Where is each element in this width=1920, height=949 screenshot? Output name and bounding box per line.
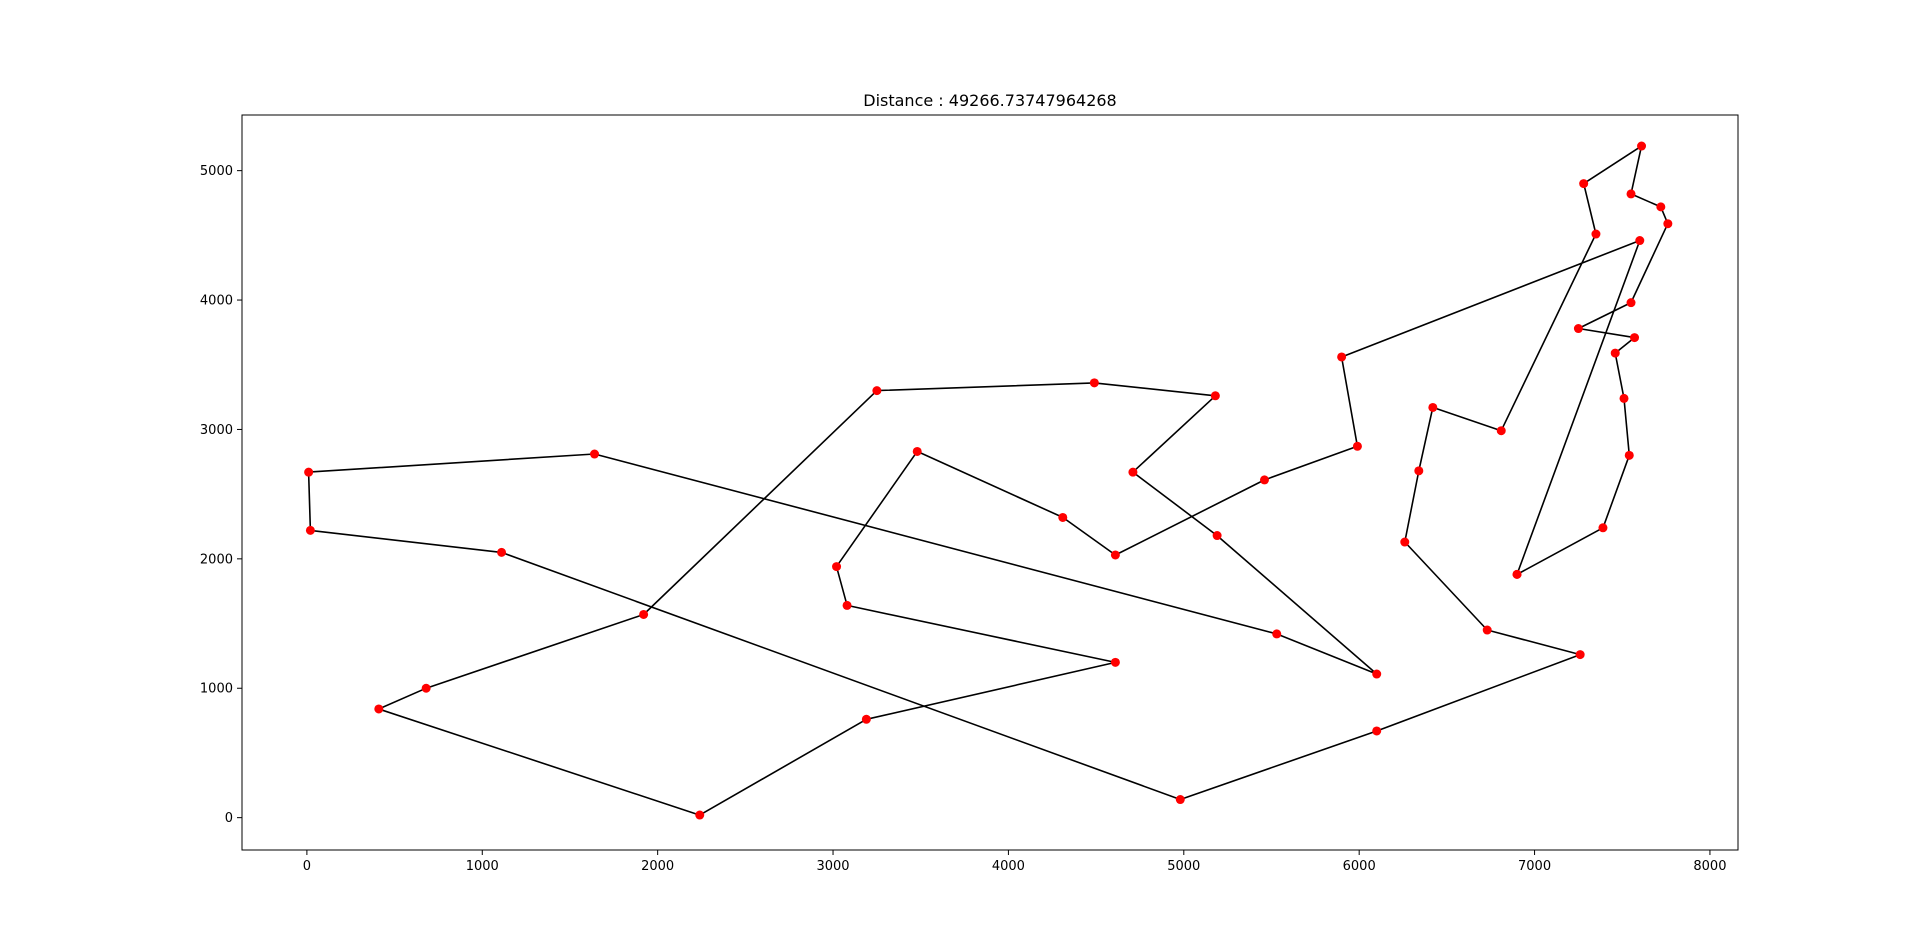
city-point-marker — [497, 547, 507, 557]
x-tick-label: 7000 — [1518, 859, 1551, 874]
x-tick-label: 8000 — [1693, 859, 1726, 874]
city-point-marker — [872, 386, 882, 396]
x-tick-label: 4000 — [992, 859, 1025, 874]
city-point-marker — [1128, 467, 1138, 477]
city-point-marker — [695, 810, 705, 820]
city-point-marker — [1637, 141, 1647, 151]
city-point-marker — [1058, 512, 1068, 522]
city-point-marker — [639, 609, 649, 619]
x-tick-label: 2000 — [641, 859, 674, 874]
city-point-marker — [1624, 450, 1634, 460]
city-point-marker — [1259, 475, 1269, 485]
city-point-marker — [1610, 348, 1620, 358]
y-tick-label: 0 — [225, 811, 233, 826]
city-point-marker — [1337, 352, 1347, 362]
y-tick-label: 1000 — [200, 682, 233, 697]
city-point-marker — [1212, 531, 1222, 541]
city-point-marker — [421, 683, 431, 693]
axes-frame — [241, 114, 1739, 851]
city-point-marker — [1591, 229, 1601, 239]
city-point-marker — [1626, 298, 1636, 308]
x-tick-label: 1000 — [466, 859, 499, 874]
city-point-marker — [1089, 378, 1099, 388]
city-point-marker — [842, 600, 852, 610]
city-point-marker — [1414, 466, 1424, 476]
y-tick-label: 2000 — [200, 552, 233, 567]
x-tick-label: 0 — [303, 859, 311, 874]
city-point-marker — [1573, 324, 1583, 334]
city-point-marker — [374, 704, 384, 714]
city-point-marker — [1110, 550, 1120, 560]
chart-title: Distance : 49266.73747964268 — [863, 91, 1116, 110]
city-point-marker — [1400, 537, 1410, 547]
city-point-marker — [1372, 726, 1382, 736]
city-point-marker — [1635, 236, 1645, 246]
y-tick-label: 4000 — [200, 294, 233, 309]
y-tick-label: 3000 — [200, 423, 233, 438]
city-point-marker — [1110, 657, 1120, 667]
y-tick-label: 5000 — [200, 164, 233, 179]
city-point-marker — [1210, 391, 1220, 401]
city-point-marker — [1512, 569, 1522, 579]
city-point-marker — [1175, 795, 1185, 805]
city-point-marker — [1579, 179, 1589, 189]
city-point-marker — [1372, 669, 1382, 679]
city-point-marker — [1663, 219, 1673, 229]
city-point-marker — [1272, 629, 1282, 639]
city-point-marker — [1656, 202, 1666, 212]
city-point-marker — [861, 714, 871, 724]
x-tick-label: 6000 — [1343, 859, 1376, 874]
city-point-marker — [1626, 189, 1636, 199]
city-point-marker — [832, 562, 842, 572]
city-point-marker — [1575, 650, 1585, 660]
city-point-marker — [304, 467, 314, 477]
city-point-marker — [1630, 333, 1640, 343]
city-point-marker — [1598, 523, 1608, 533]
city-point-marker — [912, 446, 922, 456]
city-point-marker — [1428, 402, 1438, 412]
city-point-marker — [1482, 625, 1492, 635]
x-tick-label: 3000 — [816, 859, 849, 874]
city-point-marker — [1352, 441, 1362, 451]
city-point-marker — [305, 525, 315, 535]
city-point-marker — [1496, 426, 1506, 436]
city-point-marker — [1619, 393, 1629, 403]
x-tick-label: 5000 — [1167, 859, 1200, 874]
plot-area: 0 1000 2000 3000 4000 5000 6000 7000 8000 0 1000 20… — [200, 114, 1739, 874]
city-point-marker — [590, 449, 600, 459]
